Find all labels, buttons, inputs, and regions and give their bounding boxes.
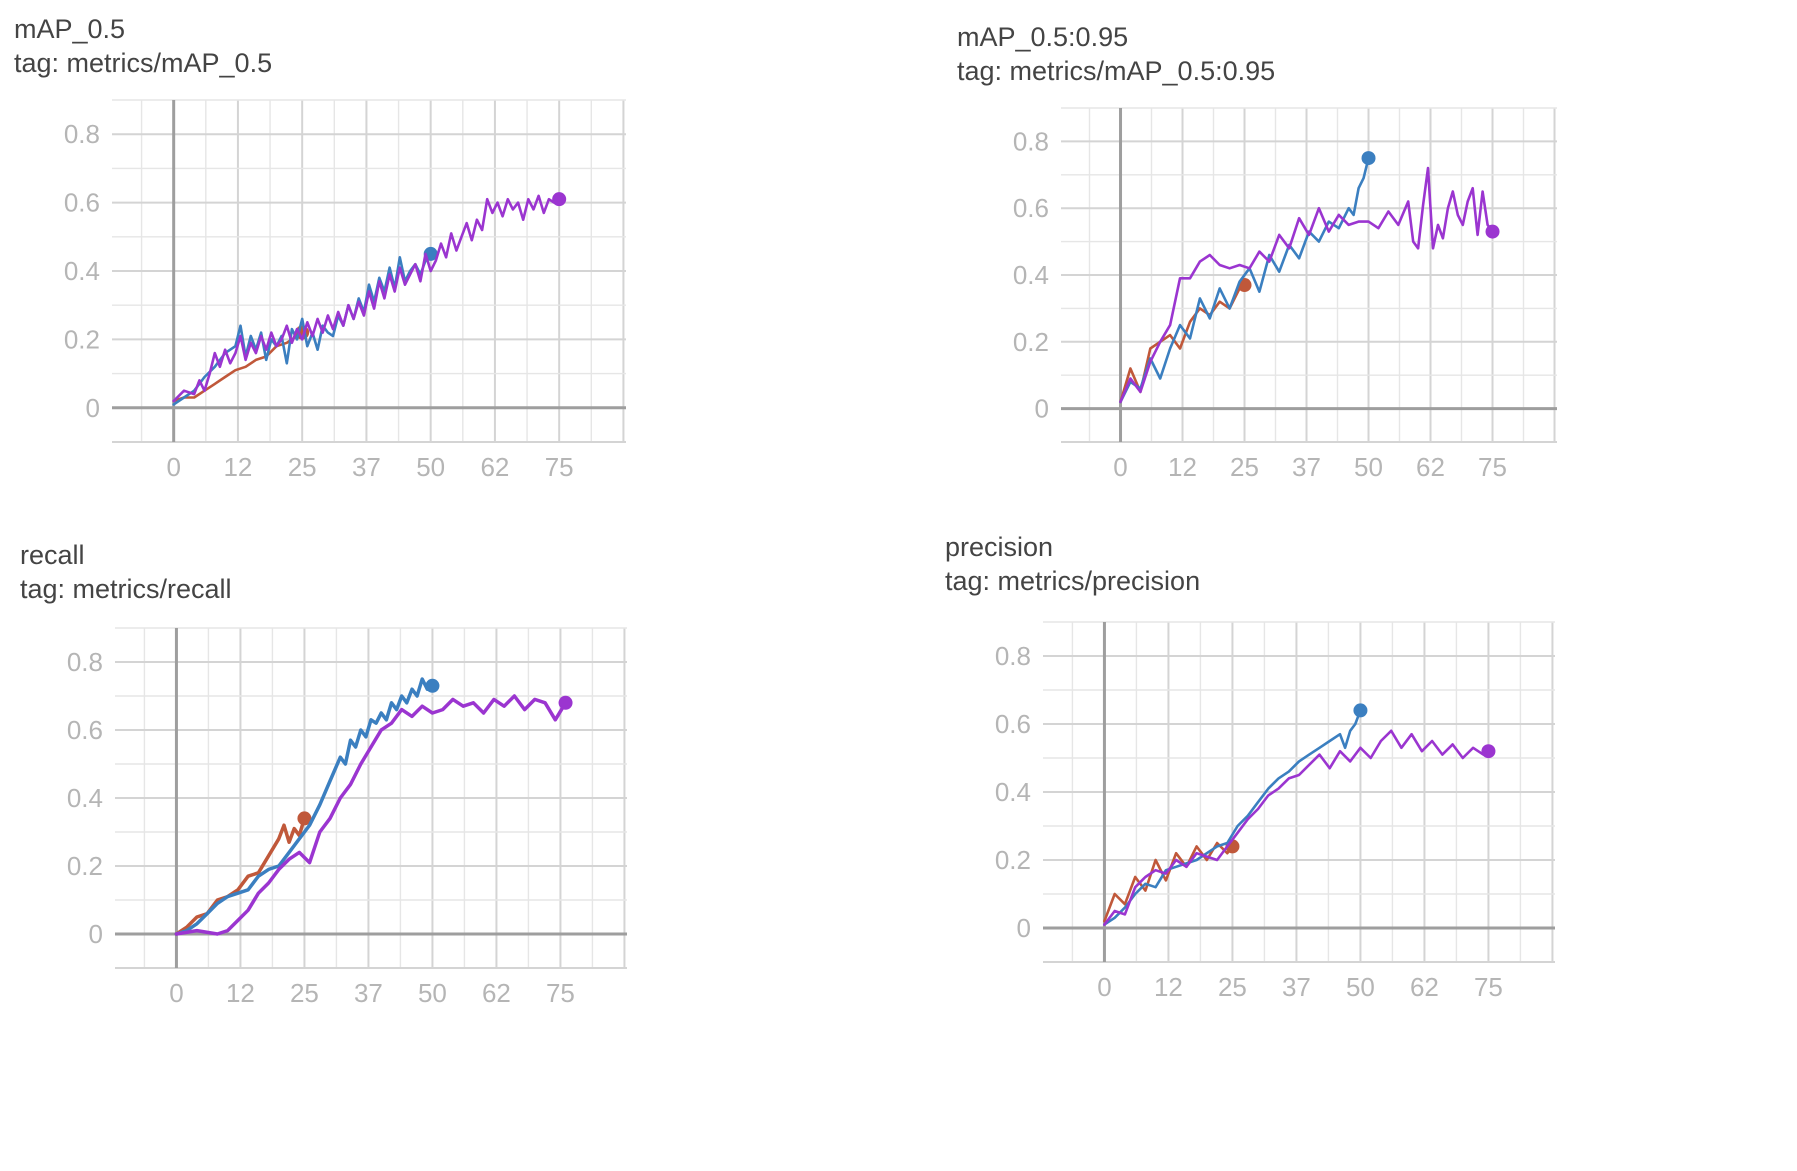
y-tick-label: 0 [1017,913,1031,943]
x-tick-label: 12 [226,978,255,1008]
series-endpoint [297,811,312,826]
chart-map50-95-plot: 0 0.2 0.4 0.6 0.8 0 12 25 37 50 62 75 [1013,107,1557,482]
chart-tag: tag: metrics/mAP_0.5 [14,48,273,78]
series-endpoint [425,678,440,693]
chart-tag: tag: metrics/precision [945,566,1201,596]
x-tick-label: 75 [545,452,574,482]
x-tick-label: 0 [1097,972,1111,1002]
x-tick-label: 62 [480,452,509,482]
series-line [172,194,561,403]
x-tick-label: 75 [1478,452,1507,482]
y-tick-label: 0 [89,919,103,949]
y-tick-label: 0.4 [67,783,103,813]
series-endpoint [1353,703,1368,718]
y-tick-label: 0.8 [64,119,100,149]
series-line [1119,166,1494,404]
chart-recall-plot: 0 0.2 0.4 0.6 0.8 0 12 25 37 50 62 75 [67,627,627,1008]
chart-title: mAP_0.5:0.95 [957,22,1129,52]
y-tick-label: 0.4 [995,777,1031,807]
y-tick-label: 0.2 [64,324,100,354]
y-tick-label: 0.2 [1013,327,1049,357]
x-tick-label: 37 [352,452,381,482]
x-tick-label: 37 [354,978,383,1008]
chart-tag: tag: metrics/mAP_0.5:0.95 [957,56,1276,86]
y-tick-label: 0.6 [64,188,100,218]
series-endpoint [558,695,573,710]
x-tick-label: 12 [1168,452,1197,482]
series-line [172,331,304,403]
x-tick-label: 50 [1354,452,1383,482]
x-tick-label: 25 [288,452,317,482]
x-tick-label: 0 [1113,452,1127,482]
x-tick-label: 75 [546,978,575,1008]
x-tick-label: 25 [1230,452,1259,482]
series-endpoint [552,192,567,207]
series-endpoint [1485,224,1500,239]
chart-map50-plot: 0 0.2 0.4 0.6 0.8 0 12 25 37 50 62 75 [64,99,626,482]
x-tick-label: 37 [1292,452,1321,482]
y-tick-label: 0.6 [67,715,103,745]
x-tick-label: 75 [1474,972,1503,1002]
series-line [174,694,568,936]
x-tick-label: 62 [1410,972,1439,1002]
x-tick-label: 12 [223,452,252,482]
chart-tag: tag: metrics/recall [20,574,232,604]
x-tick-label: 50 [416,452,445,482]
y-tick-label: 0 [86,393,100,423]
y-tick-label: 0.2 [67,851,103,881]
series-endpoint [1361,151,1376,166]
y-tick-label: 0.6 [1013,193,1049,223]
x-tick-label: 37 [1282,972,1311,1002]
y-tick-label: 0.8 [1013,126,1049,156]
series-line [174,677,435,936]
x-tick-label: 50 [418,978,447,1008]
series-line [174,816,307,936]
x-tick-label: 50 [1346,972,1375,1002]
x-tick-label: 62 [482,978,511,1008]
chart-title: mAP_0.5 [14,14,126,44]
chart-title: recall [20,540,85,570]
y-tick-label: 0.4 [64,256,100,286]
y-tick-label: 0.4 [1013,260,1049,290]
y-tick-label: 0 [1035,394,1049,424]
x-tick-label: 25 [1218,972,1247,1002]
x-tick-label: 0 [169,978,183,1008]
y-tick-label: 0.8 [995,641,1031,671]
x-tick-label: 12 [1154,972,1183,1002]
series-endpoint [1481,744,1496,759]
x-tick-label: 25 [290,978,319,1008]
x-tick-label: 62 [1416,452,1445,482]
y-tick-label: 0.8 [67,647,103,677]
grid [112,99,626,443]
x-tick-label: 0 [166,452,180,482]
series-line [1103,729,1490,926]
y-tick-label: 0.2 [995,845,1031,875]
y-tick-label: 0.6 [995,709,1031,739]
series-line [1103,709,1362,926]
chart-title: precision [945,532,1054,562]
